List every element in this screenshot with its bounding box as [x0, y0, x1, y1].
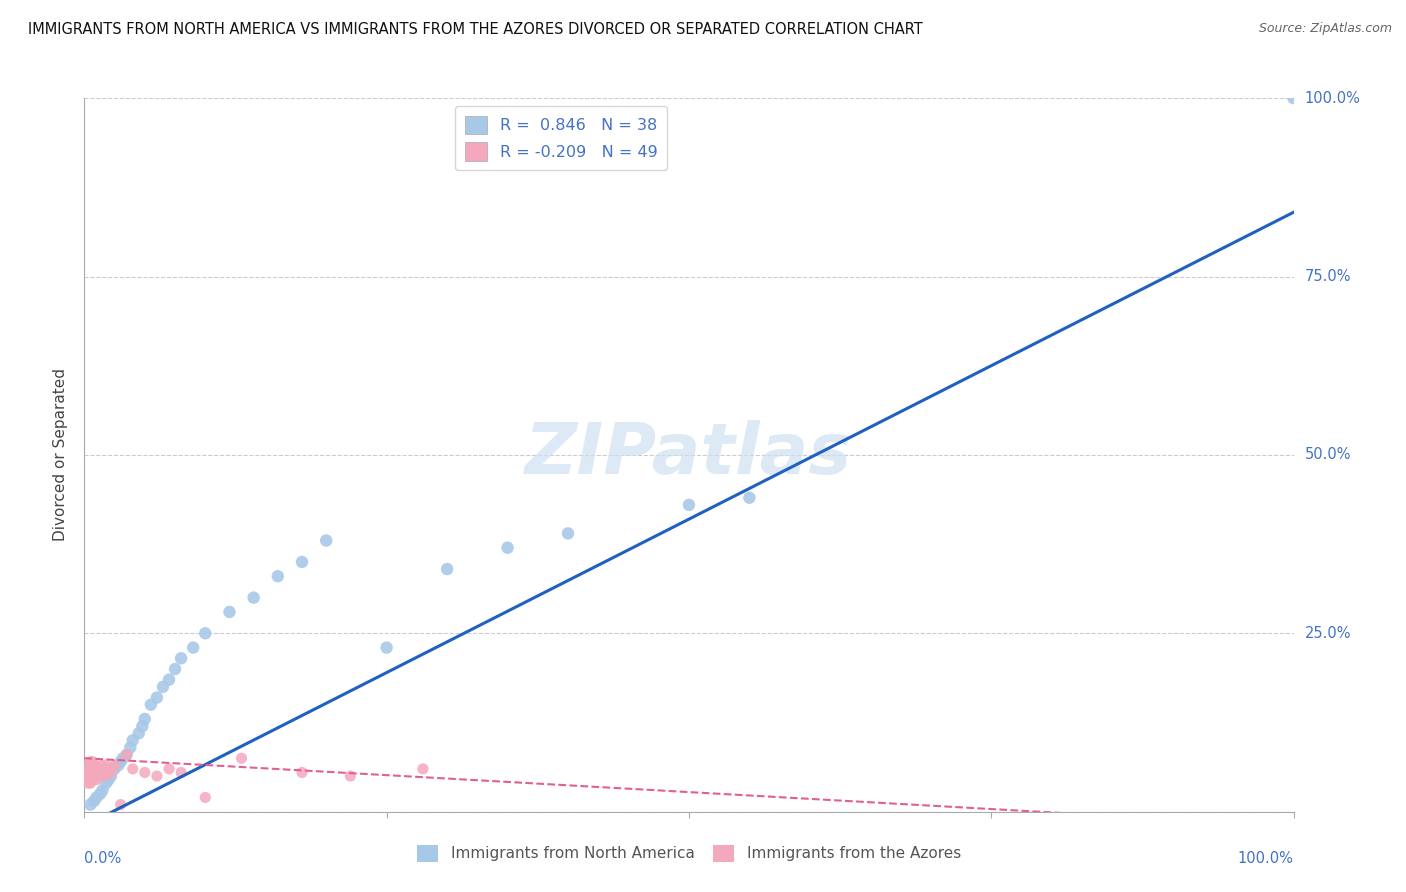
Text: 75.0%: 75.0%	[1305, 269, 1351, 284]
Point	[112, 751, 135, 765]
Point	[97, 762, 120, 776]
Point	[104, 762, 127, 776]
Point	[89, 765, 111, 780]
Point	[84, 762, 107, 776]
Point	[82, 769, 104, 783]
Point	[128, 726, 150, 740]
Point	[170, 651, 193, 665]
Point	[89, 787, 111, 801]
Point	[107, 758, 129, 772]
Point	[86, 769, 108, 783]
Point	[131, 719, 153, 733]
Point	[110, 755, 132, 769]
Text: 50.0%: 50.0%	[1305, 448, 1351, 462]
Point	[94, 769, 117, 783]
Point	[83, 765, 105, 780]
Point	[139, 698, 162, 712]
Point	[194, 626, 217, 640]
Point	[79, 755, 101, 769]
Point	[90, 758, 112, 772]
Point	[104, 758, 127, 772]
Point	[146, 690, 169, 705]
Point	[496, 541, 519, 555]
Point	[134, 712, 156, 726]
Legend: Immigrants from North America, Immigrants from the Azores: Immigrants from North America, Immigrant…	[411, 838, 967, 868]
Point	[84, 769, 107, 783]
Point	[79, 769, 101, 783]
Point	[231, 751, 253, 765]
Text: 100.0%: 100.0%	[1305, 91, 1361, 105]
Point	[100, 769, 122, 783]
Point	[86, 765, 108, 780]
Point	[77, 772, 100, 787]
Point	[163, 662, 186, 676]
Point	[97, 772, 120, 787]
Point	[557, 526, 579, 541]
Point	[75, 769, 97, 783]
Point	[76, 772, 98, 787]
Point	[146, 769, 169, 783]
Point	[242, 591, 264, 605]
Point	[79, 762, 101, 776]
Point	[82, 755, 104, 769]
Point	[76, 765, 98, 780]
Point	[83, 772, 105, 787]
Point	[194, 790, 217, 805]
Point	[678, 498, 700, 512]
Point	[83, 758, 105, 772]
Point	[115, 747, 138, 762]
Point	[1282, 91, 1305, 105]
Point	[134, 765, 156, 780]
Point	[77, 758, 100, 772]
Point	[77, 765, 100, 780]
Point	[181, 640, 204, 655]
Text: 25.0%: 25.0%	[1305, 626, 1351, 640]
Point	[170, 765, 193, 780]
Point	[77, 769, 100, 783]
Point	[315, 533, 337, 548]
Point	[77, 776, 100, 790]
Point	[267, 569, 290, 583]
Text: ZIPatlas: ZIPatlas	[526, 420, 852, 490]
Point	[152, 680, 174, 694]
Point	[94, 758, 117, 772]
Point	[80, 758, 103, 772]
Point	[94, 776, 117, 790]
Point	[110, 797, 132, 812]
Point	[121, 733, 143, 747]
Point	[291, 555, 314, 569]
Point	[100, 765, 122, 780]
Point	[86, 772, 108, 787]
Point	[80, 772, 103, 787]
Point	[91, 762, 114, 776]
Point	[120, 740, 142, 755]
Point	[291, 765, 314, 780]
Point	[375, 640, 398, 655]
Text: 100.0%: 100.0%	[1237, 851, 1294, 866]
Text: 0.0%: 0.0%	[84, 851, 121, 866]
Point	[157, 762, 180, 776]
Point	[738, 491, 761, 505]
Point	[115, 747, 138, 762]
Point	[436, 562, 458, 576]
Point	[93, 765, 115, 780]
Point	[87, 762, 110, 776]
Point	[77, 762, 100, 776]
Point	[339, 769, 361, 783]
Point	[121, 762, 143, 776]
Point	[157, 673, 180, 687]
Point	[79, 776, 101, 790]
Point	[218, 605, 240, 619]
Point	[79, 797, 101, 812]
Point	[86, 790, 108, 805]
Text: IMMIGRANTS FROM NORTH AMERICA VS IMMIGRANTS FROM THE AZORES DIVORCED OR SEPARATE: IMMIGRANTS FROM NORTH AMERICA VS IMMIGRA…	[28, 22, 922, 37]
Point	[80, 765, 103, 780]
Point	[91, 783, 114, 797]
Point	[83, 794, 105, 808]
Point	[412, 762, 434, 776]
Text: Source: ZipAtlas.com: Source: ZipAtlas.com	[1258, 22, 1392, 36]
Y-axis label: Divorced or Separated: Divorced or Separated	[53, 368, 69, 541]
Point	[82, 762, 104, 776]
